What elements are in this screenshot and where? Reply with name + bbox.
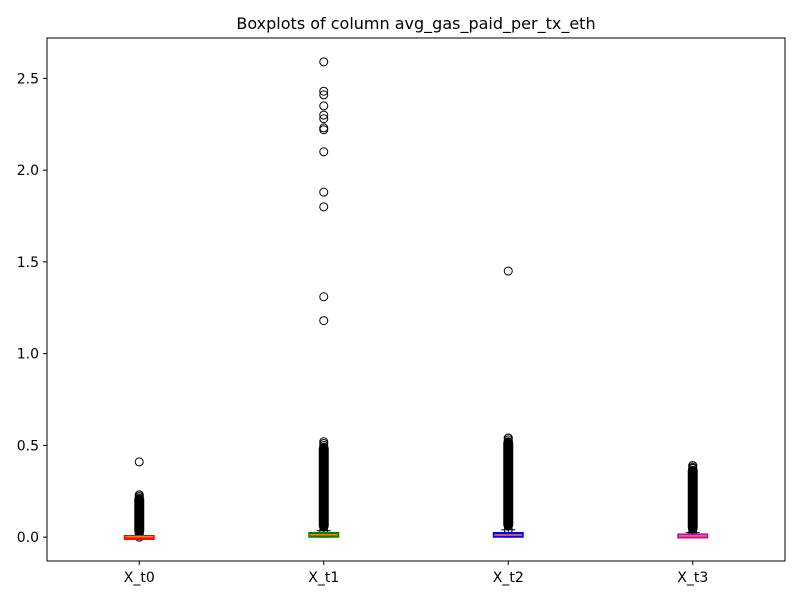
outlier-point [319,440,329,450]
outlier-point [134,525,144,535]
outlier-point [319,486,329,496]
outlier-point [319,475,329,485]
outlier-point [319,90,329,100]
outlier-point [319,497,329,507]
outlier-point [319,500,329,510]
outlier-point [319,482,329,492]
outlier-point [319,479,329,489]
outlier-point [319,316,329,326]
outlier-point [319,123,329,133]
outlier-point [319,493,329,503]
outlier-point [319,460,329,470]
outlier-point [319,508,329,518]
chart-title: Boxplots of column avg_gas_paid_per_tx_e… [236,14,595,34]
outlier-point [688,488,698,498]
outlier-point [134,510,144,520]
outlier-point [319,468,329,478]
outlier-point [134,495,144,505]
outlier-point [319,86,329,96]
outlier-point [134,521,144,531]
outlier-point [319,471,329,481]
y-tick-label: 0.5 [17,438,39,454]
outlier-point [134,503,144,513]
outlier-point [319,518,329,528]
outlier-point [319,464,329,474]
outlier-point [319,101,329,111]
outlier-point [688,462,698,472]
outlier-point [319,457,329,467]
outlier-point [319,489,329,499]
outlier-point [319,125,329,135]
outlier-point [319,292,329,302]
y-tick-label: 0.0 [17,530,39,546]
outlier-point [688,468,698,478]
outlier-point [319,110,329,120]
x-tick-label: X_t3 [677,570,708,586]
y-tick-label: 2.0 [17,163,39,179]
outlier-point [134,499,144,509]
outlier-point [688,503,698,513]
outlier-point [319,147,329,157]
outlier-point [134,506,144,516]
outlier-point [503,266,513,276]
plot-area: 0.0 0.5 1.0 1.5 2.0 2.5 X_t0 X_t1 X_t2 X_t3 [17,37,786,586]
outlier-point [319,515,329,525]
outlier-point [319,57,329,67]
y-tick-label: 1.5 [17,255,39,271]
outlier-point [319,114,329,124]
outlier-point [319,437,329,447]
outlier-point [134,492,144,502]
y-tick-label: 2.5 [17,71,39,87]
outlier-point [134,457,144,467]
outlier-point [319,202,329,212]
outlier-point [319,504,329,514]
outlier-point [319,187,329,197]
x-tick-label: X_t2 [493,570,524,586]
outlier-point [319,448,329,458]
outlier-point [134,514,144,524]
x-tick-label: X_t1 [308,570,339,586]
x-tick-label: X_t0 [124,570,155,586]
outlier-point [134,517,144,527]
outlier-point [319,511,329,521]
outlier-point [503,437,513,447]
outlier-point [319,444,329,454]
outlier-point [319,453,329,463]
plot-frame [46,37,786,562]
y-tick-label: 1.0 [17,347,39,363]
